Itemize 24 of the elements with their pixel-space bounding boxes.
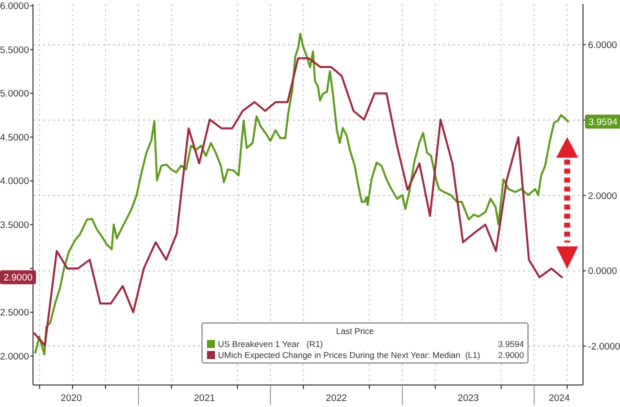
- x-tick-label: 2020: [60, 393, 82, 404]
- text: 3.9594: [588, 116, 618, 128]
- y-tick-label: 3.5000: [0, 220, 29, 232]
- y-tick-label: 4.5000: [0, 132, 29, 144]
- y-tick-label: 6.0000: [0, 1, 29, 12]
- y-tick-label: 5.0000: [0, 88, 29, 100]
- y-tick-label: 5.5000: [0, 44, 29, 56]
- text: 2.9000: [3, 272, 33, 284]
- y2-tick-label: -2.0000: [588, 342, 620, 353]
- y-tick-label: 4.0000: [0, 176, 29, 188]
- y2-tick-label: 6.0000: [588, 40, 618, 52]
- y-tick-label: 2.0000: [0, 351, 29, 362]
- y-tick-label: 2.5000: [0, 308, 29, 319]
- x-tick-label: 2024: [548, 393, 570, 404]
- legend-title: Last Price: [336, 326, 374, 336]
- x-tick-label: 2023: [458, 393, 479, 404]
- y2-tick-label: 0.0000: [588, 266, 618, 278]
- y2-tick-label: 2.0000: [588, 190, 618, 202]
- x-tick-label: 2022: [326, 393, 347, 404]
- legend-label: US Breakeven 1 Year (R1): [218, 338, 324, 349]
- annotation: 3.9594: [498, 338, 524, 349]
- legend-label: UMich Expected Change in Prices During the Next Year: Median (L1): [218, 350, 480, 360]
- x-tick-label: 2021: [194, 393, 216, 404]
- annotation: 2.9000: [498, 350, 524, 360]
